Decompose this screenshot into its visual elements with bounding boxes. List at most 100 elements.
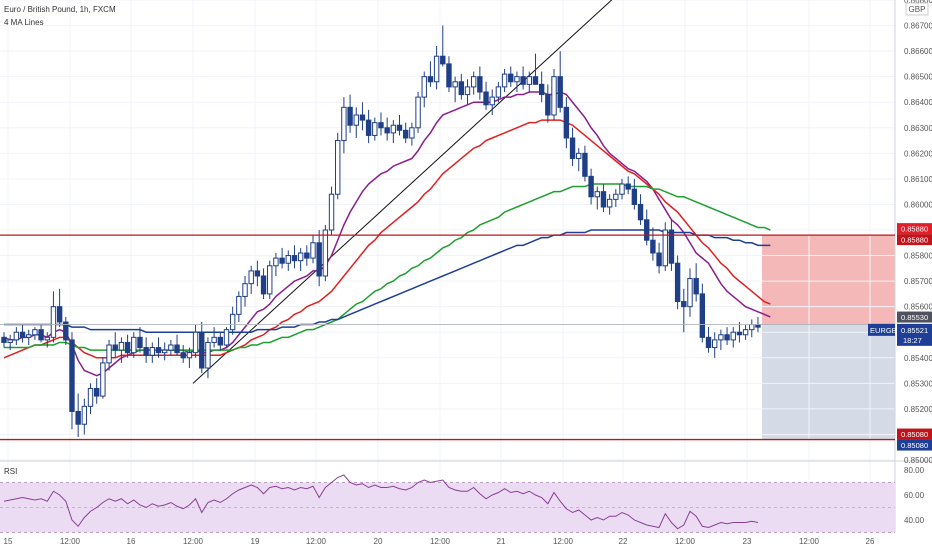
candle bbox=[452, 76, 458, 103]
horizontal-levels[interactable] bbox=[0, 234, 895, 441]
price-tick-label: 0.86400 bbox=[904, 98, 932, 107]
candle bbox=[322, 224, 329, 282]
currency-label: GBP bbox=[905, 2, 929, 16]
candles bbox=[1, 25, 761, 437]
price-tick-label: 0.86300 bbox=[904, 124, 932, 133]
candle bbox=[681, 288, 687, 333]
position-zones[interactable] bbox=[761, 235, 895, 440]
candle-body-down bbox=[112, 344, 118, 351]
candle-body-up bbox=[489, 96, 495, 106]
candle-body-down bbox=[693, 278, 699, 295]
candle bbox=[223, 327, 230, 348]
candle-body-up bbox=[749, 324, 755, 331]
time-axis[interactable]: 15 12:00 16 12:00 19 12:00 20 12:00 21 12:00 22 12:… bbox=[4, 537, 875, 546]
candle bbox=[699, 283, 706, 343]
candle bbox=[563, 97, 570, 149]
candle bbox=[359, 102, 366, 131]
candle bbox=[347, 94, 353, 133]
candle bbox=[1, 332, 7, 348]
candle bbox=[520, 66, 526, 90]
price-axis[interactable]: 0.850000.851000.852000.853000.854000.855… bbox=[868, 0, 932, 465]
candle bbox=[372, 117, 378, 141]
candle-body-down bbox=[625, 183, 631, 190]
candle-body-up bbox=[310, 242, 316, 259]
candle-body-up bbox=[106, 344, 112, 364]
candle bbox=[211, 327, 217, 348]
candle bbox=[236, 291, 242, 322]
candle-body-up bbox=[551, 76, 557, 116]
candle bbox=[44, 332, 50, 348]
candle bbox=[440, 25, 446, 67]
candle-body-up bbox=[297, 252, 304, 262]
candle bbox=[644, 209, 650, 246]
take-profit-zone[interactable] bbox=[761, 324, 895, 440]
candle-body-up bbox=[211, 336, 217, 343]
candle bbox=[390, 120, 397, 144]
rsi-pane: RSI 80.00 60.00 40.00 bbox=[0, 466, 925, 533]
candle-body-down bbox=[588, 175, 594, 198]
candle bbox=[619, 178, 625, 200]
candle-body-up bbox=[223, 329, 230, 346]
candle-body-up bbox=[13, 331, 20, 341]
candle-body-down bbox=[724, 334, 730, 341]
candle bbox=[514, 71, 520, 92]
price-tick-label: 0.85400 bbox=[904, 354, 932, 363]
candle-body-down bbox=[637, 203, 644, 221]
candle-body-up bbox=[353, 114, 359, 126]
candle bbox=[415, 92, 421, 133]
candle bbox=[421, 71, 427, 108]
rsi-tick-label: 60.00 bbox=[904, 491, 925, 500]
candle-body-up bbox=[131, 336, 137, 354]
candle-body-up bbox=[718, 334, 724, 341]
candle-body-up bbox=[372, 122, 378, 136]
candle bbox=[118, 337, 125, 363]
candle-body-down bbox=[538, 83, 545, 96]
candle-body-down bbox=[384, 127, 390, 134]
candle-body-down bbox=[674, 262, 681, 303]
candle-body-up bbox=[433, 55, 440, 83]
price-tick-label: 0.86200 bbox=[904, 149, 932, 158]
symbol-tag-bg bbox=[868, 323, 895, 336]
price-tick-label: 0.85200 bbox=[904, 405, 932, 414]
rsi-tick-label: 80.00 bbox=[904, 466, 925, 475]
price-tick-label: 0.86000 bbox=[904, 200, 932, 209]
candle-body-up bbox=[594, 191, 600, 198]
candle bbox=[606, 194, 613, 215]
time-tick-label: 16 bbox=[127, 537, 136, 546]
candle-body-up bbox=[470, 76, 477, 88]
legend: Euro / British Pound, 1h, FXCM 4 MA Line… bbox=[4, 5, 116, 27]
candle bbox=[75, 393, 81, 437]
candle bbox=[254, 260, 261, 287]
price-tick-label: 0.86500 bbox=[904, 73, 932, 82]
candle bbox=[668, 219, 675, 271]
candle bbox=[656, 242, 662, 274]
candle-body-down bbox=[569, 137, 576, 159]
candle bbox=[501, 69, 508, 92]
candle-body-down bbox=[137, 336, 143, 349]
candle bbox=[712, 332, 718, 358]
candle bbox=[180, 345, 186, 363]
candle bbox=[229, 306, 236, 335]
candle-body-down bbox=[124, 341, 131, 354]
candle bbox=[576, 148, 582, 172]
candle-body-up bbox=[273, 257, 279, 267]
candle bbox=[7, 334, 13, 351]
candle bbox=[328, 186, 335, 236]
target-tag-top: 0.85080 bbox=[901, 430, 928, 439]
target-tag-bottom-bg bbox=[897, 439, 932, 451]
stop-loss-zone[interactable] bbox=[761, 235, 895, 325]
currency-text: GBP bbox=[909, 5, 926, 14]
candle bbox=[161, 342, 168, 361]
entry-tag-bg bbox=[897, 311, 932, 323]
ascending-trend-line[interactable] bbox=[192, 0, 620, 384]
time-tick-label: 15 bbox=[4, 537, 13, 546]
candle-body-up bbox=[100, 362, 106, 397]
candle bbox=[155, 337, 162, 358]
time-tick-label: 12:00 bbox=[430, 537, 451, 546]
candle-body-down bbox=[378, 122, 384, 129]
stop-tag-bottom: 0.85880 bbox=[901, 236, 928, 245]
candle bbox=[674, 255, 681, 310]
candle-body-up bbox=[712, 339, 718, 349]
trend-line[interactable] bbox=[192, 0, 620, 384]
